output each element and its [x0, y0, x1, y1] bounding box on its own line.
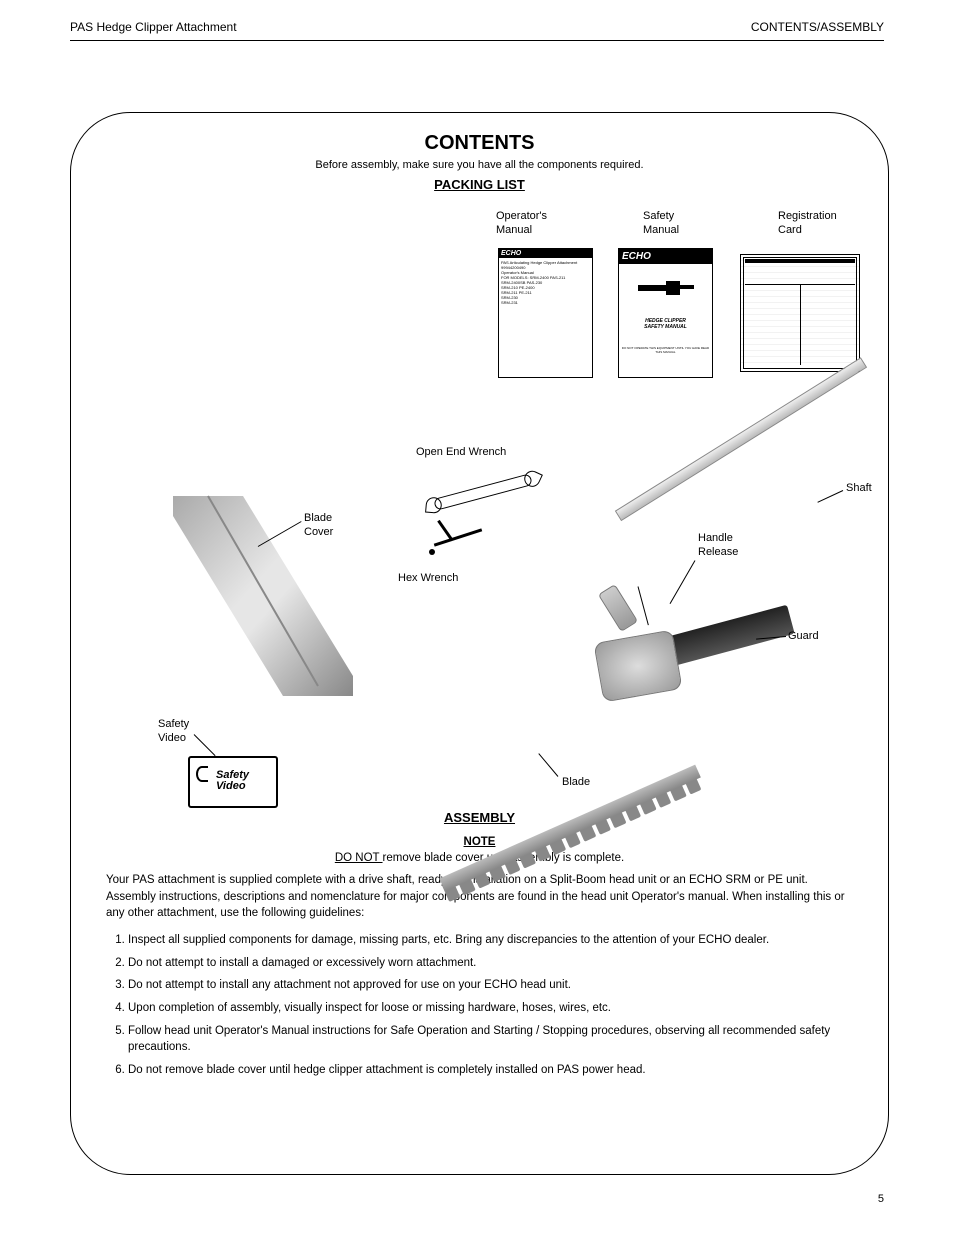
section-packing-list: PACKING LIST — [98, 177, 861, 192]
lead-safety-video — [194, 734, 216, 756]
safety-manual-title: HEDGE CLIPPER SAFETY MANUAL — [619, 314, 712, 330]
lead-blade — [538, 753, 558, 777]
header-right: CONTENTS/ASSEMBLY — [751, 20, 884, 34]
content-area: CONTENTS Before assembly, make sure you … — [70, 112, 889, 1175]
figure-area: ECHO PAS Articulating Hedge Clipper Atta… — [98, 206, 861, 806]
lead-shaft — [817, 490, 843, 503]
header-rule — [70, 40, 884, 41]
callout-open-end-wrench: Open End Wrench — [416, 446, 506, 460]
step-4: Upon completion of assembly, visually in… — [128, 1000, 853, 1017]
safety-manual-footnote: DO NOT OPERATE THIS EQUIPMENT UNTIL YOU … — [619, 346, 712, 354]
subtitle: Before assembly, make sure you have all … — [98, 159, 861, 171]
callout-blade: Blade — [562, 776, 590, 790]
open-end-wrench-icon — [433, 473, 533, 510]
lead-handle-release — [670, 560, 696, 604]
gearcase-part — [593, 630, 682, 703]
assembly-steps: Inspect all supplied components for dama… — [128, 932, 853, 1079]
section-assembly: ASSEMBLY — [98, 810, 861, 825]
callout-safety-video: Safety Video — [158, 718, 189, 746]
op-manual-text: PAS Articulating Hedge Clipper Attachmen… — [499, 258, 592, 307]
safety-video-tape-icon: Safety Video — [188, 756, 278, 808]
echo-logo: ECHO — [499, 249, 592, 258]
callout-handle-release: Handle Release — [698, 532, 738, 560]
lead-handle-release-2 — [638, 586, 649, 625]
header-left: PAS Hedge Clipper Attachment — [70, 20, 237, 34]
hedge-clipper-icon — [636, 275, 696, 303]
step-3: Do not attempt to install any attachment… — [128, 977, 853, 994]
page-title: CONTENTS — [98, 132, 861, 155]
vhs-label: Safety Video — [216, 770, 249, 792]
note-label: NOTE — [464, 836, 496, 848]
page-number: 5 — [878, 1193, 884, 1205]
callout-blade-cover: Blade Cover — [304, 512, 333, 540]
step-2: Do not attempt to install a damaged or e… — [128, 955, 853, 972]
callout-registration-card: Registration Card — [778, 210, 837, 238]
callout-guard: Guard — [788, 630, 819, 644]
operators-manual-card: ECHO PAS Articulating Hedge Clipper Atta… — [498, 248, 593, 378]
echo-logo: ECHO — [619, 249, 712, 264]
step-1: Inspect all supplied components for dama… — [128, 932, 853, 949]
callout-hex-wrench: Hex Wrench — [398, 572, 458, 586]
step-5: Follow head unit Operator's Manual instr… — [128, 1023, 853, 1056]
callout-shaft: Shaft — [846, 482, 872, 496]
hex-wrench-icon — [433, 536, 483, 542]
note-donot: DO NOT — [335, 852, 383, 864]
step-6: Do not remove blade cover until hedge cl… — [128, 1062, 853, 1079]
handle-release-part — [598, 584, 638, 632]
callout-safety-manual: Safety Manual — [643, 210, 679, 238]
registration-card — [740, 254, 860, 372]
callout-operators-manual: Operator's Manual — [496, 210, 547, 238]
safety-manual-card: ECHO HEDGE CLIPPER SAFETY MANUAL DO NOT … — [618, 248, 713, 378]
